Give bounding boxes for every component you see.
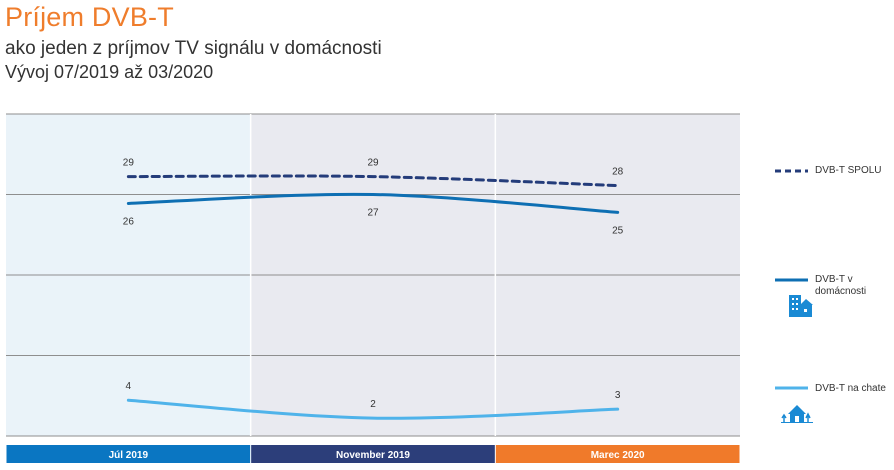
category-bar	[251, 445, 495, 463]
cottage-icon	[781, 405, 813, 423]
chart-subtitle: ako jeden z príjmov TV signálu v domácno…	[5, 38, 382, 59]
series-domacnost-line	[126, 192, 620, 214]
x-tick-label: Marec 2020	[591, 450, 645, 461]
data-label: 3	[615, 390, 621, 401]
legend-swatch-domacnost	[775, 278, 808, 282]
legend-label-chata: DVB-T na chate	[815, 383, 886, 394]
legend-label-spolu: DVB-T SPOLU	[815, 165, 882, 176]
x-tick-label: Júl 2019	[109, 450, 149, 461]
data-label: 25	[612, 225, 624, 236]
data-label: 4	[126, 381, 132, 392]
data-label: 26	[123, 216, 135, 227]
data-label: 28	[612, 167, 624, 178]
x-tick-label: November 2019	[336, 450, 410, 461]
legend-swatch-chata	[775, 386, 808, 390]
category-bar	[6, 445, 251, 463]
data-label: 29	[123, 158, 135, 169]
legend-swatch-spolu	[775, 169, 808, 173]
legend-label-domacnost: DVB-T v domácnosti	[815, 274, 867, 297]
chart-title: Príjem DVB-T	[5, 2, 174, 32]
series-spolu-line	[126, 174, 620, 188]
data-label: 27	[367, 208, 379, 219]
category-bar	[495, 445, 740, 463]
apartment-building-icon	[789, 295, 813, 317]
data-label: 2	[370, 399, 376, 410]
chart-period: Vývoj 07/2019 až 03/2020	[5, 62, 214, 82]
data-label: 29	[367, 158, 379, 169]
series-chata-line	[126, 398, 620, 420]
